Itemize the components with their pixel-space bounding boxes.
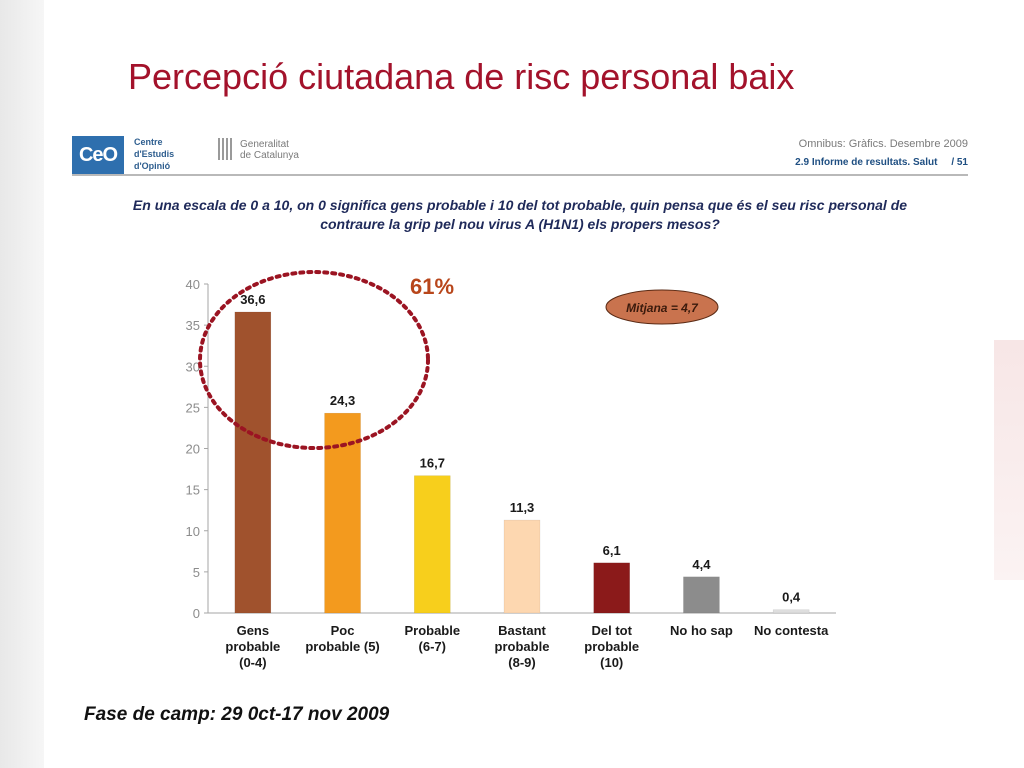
report-section-label: 2.9 Informe de resultats. Salut <box>795 157 938 168</box>
x-category-label: (8-9) <box>508 655 535 670</box>
bar-value-label: 0,4 <box>782 590 801 605</box>
ceo-logo: CeO <box>72 136 124 174</box>
x-category-label: (6-7) <box>419 639 446 654</box>
fieldwork-dates: Fase de camp: 29 0ct-17 nov 2009 <box>84 704 390 725</box>
bar-value-label: 24,3 <box>330 393 355 408</box>
survey-question-line: contraure la grip pel nou virus A (H1N1)… <box>320 216 720 232</box>
x-category-label: No contesta <box>754 623 829 638</box>
survey-question: En una escala de 0 a 10, on 0 significa … <box>100 196 940 234</box>
x-category-label: Del tot <box>591 623 632 638</box>
y-tick-label: 15 <box>186 483 200 498</box>
x-category-label: Bastant <box>498 623 546 638</box>
bar <box>503 519 541 614</box>
generalitat-name-line: de Catalunya <box>240 150 299 161</box>
ceo-name-line: Centre <box>134 137 163 147</box>
highlight-ellipse <box>198 270 430 450</box>
y-tick-label: 5 <box>193 565 200 580</box>
x-category-label: Poc <box>331 623 355 638</box>
survey-question-line: En una escala de 0 a 10, on 0 significa … <box>132 197 908 213</box>
x-category-label: probable <box>584 639 639 654</box>
bar-value-label: 36,6 <box>240 292 265 307</box>
bar-value-label: 6,1 <box>603 543 621 558</box>
report-section: 2.9 Informe de resultats. Salut / 51 <box>795 157 968 168</box>
generalitat-emblem-icon <box>218 138 234 160</box>
bar <box>234 311 272 614</box>
bar <box>414 475 451 614</box>
x-category-label: (10) <box>600 655 623 670</box>
x-category-label: (0-4) <box>239 655 266 670</box>
bar-value-label: 16,7 <box>420 456 445 471</box>
background-right-strip <box>990 340 1024 580</box>
x-category-label: probable <box>495 639 550 654</box>
ceo-name-line: d'Opinió <box>134 161 171 171</box>
y-tick-label: 35 <box>186 318 200 333</box>
bar <box>593 562 630 614</box>
y-tick-label: 0 <box>193 606 200 621</box>
x-category-label: probable <box>225 639 280 654</box>
y-tick-label: 20 <box>186 442 200 457</box>
x-category-label: No ho sap <box>670 623 733 638</box>
y-tick-label: 30 <box>186 359 200 374</box>
mean-oval <box>605 289 719 325</box>
bar-value-label: 4,4 <box>692 557 711 572</box>
ceo-name-line: d'Estudis <box>134 149 175 159</box>
bar-chart: 051015202530354036,6Gensprobable(0-4)24,… <box>186 270 836 670</box>
page-number: / 51 <box>951 157 968 168</box>
y-tick-label: 40 <box>186 277 200 292</box>
report-title: Omnibus: Gràfics. Desembre 2009 <box>798 138 968 150</box>
bar <box>772 609 810 614</box>
generalitat-name: Generalitat de Catalunya <box>240 139 330 161</box>
page-title: Percepció ciutadana de risc personal bai… <box>128 56 795 97</box>
highlight-percent-label: 61% <box>410 274 454 299</box>
bar <box>683 576 720 614</box>
x-category-label: Gens <box>237 623 270 638</box>
mean-label: Mitjana = 4,7 <box>626 301 699 315</box>
ceo-name: Centre d'Estudis d'Opinió <box>134 136 194 172</box>
bar-value-label: 11,3 <box>510 500 535 515</box>
report-page: CeO Centre d'Estudis d'Opinió Generalita… <box>44 126 994 768</box>
x-category-label: Probable <box>404 623 460 638</box>
bar <box>324 412 361 614</box>
y-tick-label: 10 <box>186 524 200 539</box>
generalitat-name-line: Generalitat <box>240 139 289 150</box>
y-tick-label: 25 <box>186 400 200 415</box>
x-category-label: probable (5) <box>305 639 379 654</box>
header-divider <box>72 174 968 176</box>
background-left-strip <box>0 0 44 768</box>
